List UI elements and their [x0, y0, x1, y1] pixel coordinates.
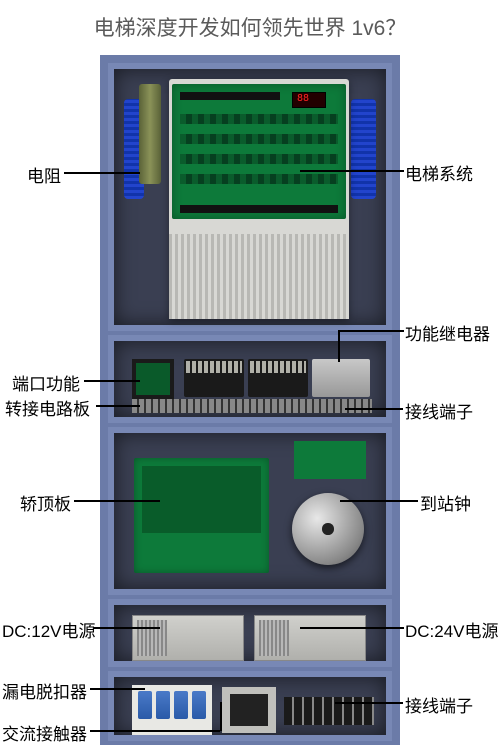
- psu-12v: [132, 615, 244, 661]
- label-resistor: 电阻: [27, 162, 61, 187]
- leader-function-relay-h: [338, 330, 404, 332]
- chip-row-4: [180, 174, 338, 184]
- label-arrival-bell: 到站钟: [420, 490, 471, 515]
- label-port-function: 端口功能: [12, 370, 80, 395]
- compartment-3: [108, 427, 392, 595]
- label-terminal-2: 接线端子: [405, 692, 473, 717]
- leader-leakage-breaker: [90, 688, 145, 690]
- breaker-switch-4: [192, 691, 206, 719]
- leader-ac-contactor-v: [220, 702, 222, 731]
- connector-row-bottom: [180, 205, 338, 213]
- label-leakage-breaker: 漏电脱扣器: [2, 678, 87, 703]
- label-dc24v: DC:24V电源: [405, 617, 499, 642]
- leader-car-top-board: [74, 500, 160, 502]
- leader-dc24v: [300, 627, 404, 629]
- label-car-top-board: 轿顶板: [20, 490, 71, 515]
- heatsink-fins: [169, 234, 349, 319]
- page-title: 电梯深度开发如何领先世界 1v6？: [0, 0, 500, 50]
- connector-row: [180, 92, 280, 100]
- label-function-relay: 功能继电器: [405, 320, 490, 345]
- leader-dc12v: [94, 627, 160, 629]
- cabinet: [100, 55, 400, 745]
- function-relay: [312, 359, 370, 397]
- ac-contactor: [222, 687, 276, 733]
- label-dc12v: DC:12V电源: [2, 617, 96, 642]
- breaker-switch-3: [174, 691, 188, 719]
- small-pcb-right: [294, 441, 366, 479]
- port-function-block: [132, 359, 174, 399]
- leader-terminal-2: [335, 702, 403, 704]
- chip-row-3: [180, 154, 338, 164]
- terminal-strip-1: [132, 399, 372, 413]
- compartment-1: [108, 63, 392, 331]
- resistor-component: [139, 84, 161, 184]
- leader-elevator-system: [300, 170, 404, 172]
- leakage-breaker: [132, 685, 212, 735]
- chip-row-2: [180, 134, 338, 144]
- car-top-pcb: [134, 458, 269, 573]
- chip-row-1: [180, 114, 338, 124]
- leader-ac-contactor-h: [90, 730, 220, 732]
- compartment-2: [108, 335, 392, 423]
- main-controller-pcb: [172, 84, 346, 219]
- relay-2: [248, 359, 308, 397]
- leader-transfer-pcb: [96, 405, 140, 407]
- arrival-bell: [292, 493, 364, 565]
- label-ac-contactor: 交流接触器: [2, 720, 87, 745]
- leader-port-function: [84, 380, 140, 382]
- cable-bundle-right: [351, 99, 376, 199]
- breaker-switch-1: [138, 691, 152, 719]
- breaker-switch-2: [156, 691, 170, 719]
- psu-24v: [254, 615, 366, 661]
- leader-arrival-bell: [340, 500, 418, 502]
- relay-1: [184, 359, 244, 397]
- label-elevator-system: 电梯系统: [405, 160, 473, 185]
- led-display: [292, 92, 326, 108]
- leader-terminal-1: [345, 408, 403, 410]
- compartment-4: [108, 599, 392, 667]
- leader-function-relay-v: [338, 330, 340, 362]
- label-terminal-1: 接线端子: [405, 398, 473, 423]
- leader-resistor: [64, 172, 140, 174]
- label-transfer-pcb: 转接电路板: [5, 395, 90, 420]
- diagram-area: [100, 55, 400, 745]
